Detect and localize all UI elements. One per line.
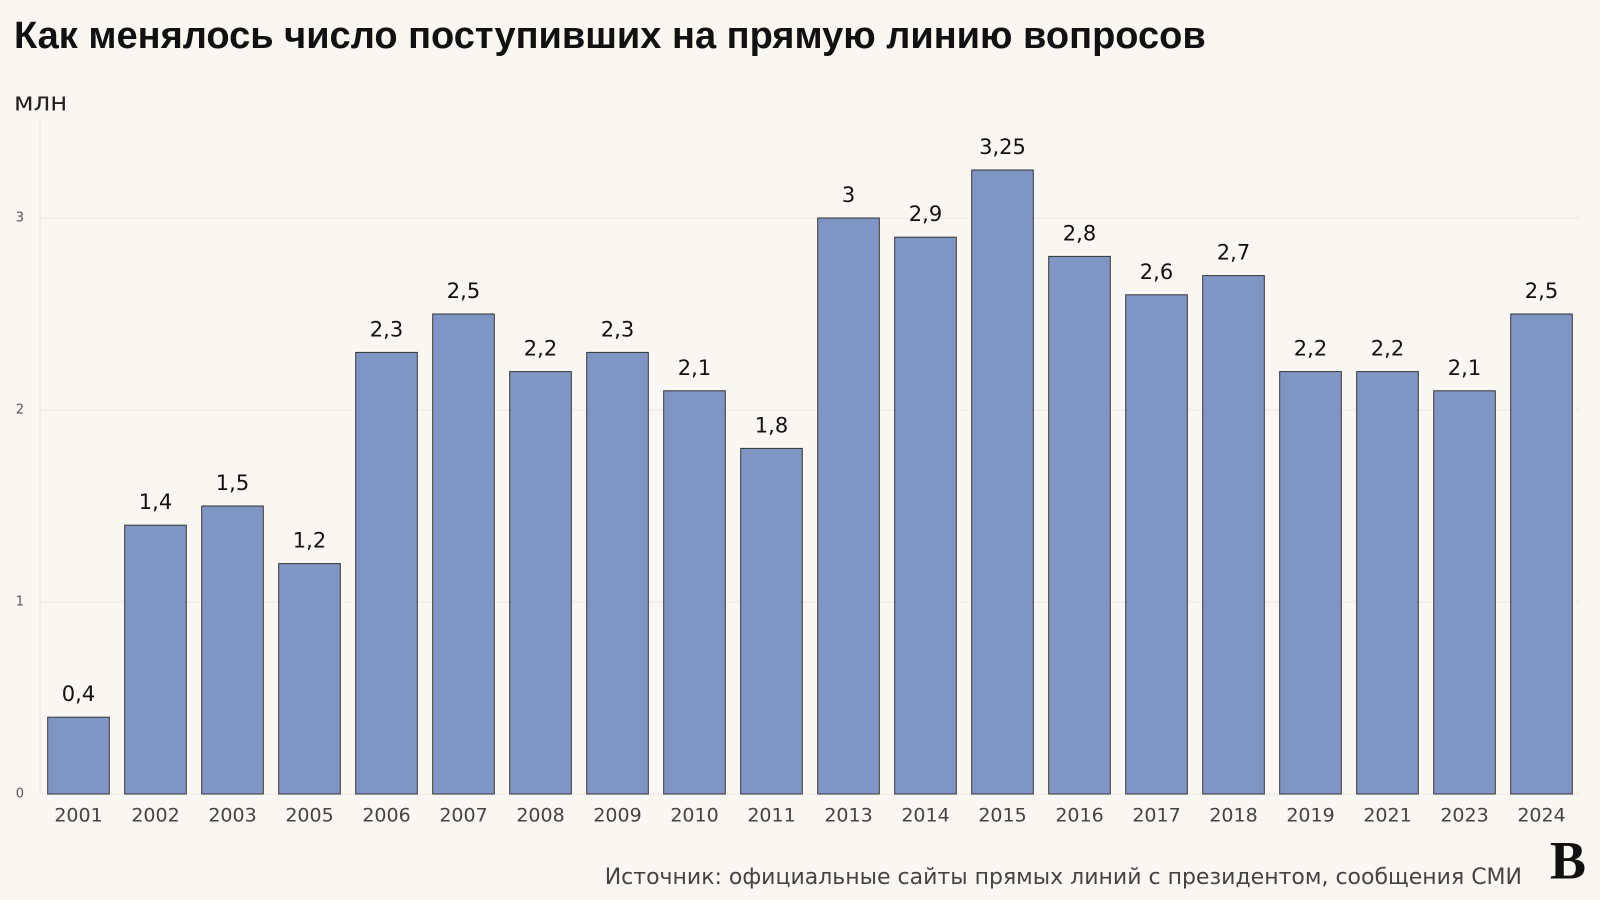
x-tick-label: 2002	[131, 805, 179, 827]
source: Источник: официальные сайты прямых линий…	[605, 865, 1522, 890]
value-label: 2,5	[447, 279, 480, 303]
x-tick-label: 2017	[1132, 805, 1180, 827]
bar	[663, 390, 726, 795]
x-tick-label: 2021	[1363, 805, 1411, 827]
bar	[817, 217, 880, 795]
logo: В	[1550, 830, 1586, 890]
y-tick-label: 1	[16, 595, 24, 610]
bar	[1125, 294, 1188, 795]
y-tick-label: 0	[16, 787, 24, 802]
value-label: 2,5	[1525, 279, 1558, 303]
bar	[201, 505, 264, 795]
value-label: 2,2	[524, 337, 557, 361]
value-label: 2,8	[1063, 221, 1096, 245]
bar	[1433, 390, 1496, 795]
bar	[432, 313, 495, 795]
x-tick-label: 2019	[1286, 805, 1334, 827]
bar	[509, 371, 572, 795]
x-tick-label: 2005	[285, 805, 333, 827]
bar	[894, 236, 957, 795]
x-tick-label: 2024	[1517, 805, 1565, 827]
bar	[124, 524, 187, 795]
value-label: 1,8	[755, 413, 788, 437]
bar	[47, 716, 110, 795]
x-tick-label: 2016	[1055, 805, 1103, 827]
x-tick-label: 2013	[824, 805, 872, 827]
value-label: 2,3	[370, 317, 403, 341]
x-tick-label: 2011	[747, 805, 795, 827]
value-label: 1,2	[293, 529, 326, 553]
x-tick-label: 2018	[1209, 805, 1257, 827]
value-label: 2,3	[601, 317, 634, 341]
x-tick-label: 2014	[901, 805, 949, 827]
value-label: 2,6	[1140, 260, 1173, 284]
x-tick-label: 2023	[1440, 805, 1488, 827]
value-label: 3	[842, 183, 855, 207]
bar	[355, 351, 418, 795]
y-tick-label: 2	[16, 403, 24, 418]
value-label: 1,4	[139, 490, 172, 514]
x-tick-label: 2015	[978, 805, 1026, 827]
value-label: 2,1	[678, 356, 711, 380]
value-label: 2,2	[1371, 337, 1404, 361]
x-tick-label: 2003	[208, 805, 256, 827]
bar	[740, 447, 803, 795]
value-label: 2,1	[1448, 356, 1481, 380]
x-tick-label: 2009	[593, 805, 641, 827]
value-label: 3,25	[979, 135, 1026, 159]
bar	[1202, 275, 1265, 795]
unit-label: млн	[14, 88, 67, 118]
chart-title: Как менялось число поступивших на прямую…	[14, 15, 1206, 57]
x-tick-label: 2008	[516, 805, 564, 827]
value-label: 2,9	[909, 202, 942, 226]
bar	[278, 563, 341, 795]
value-label: 2,2	[1294, 337, 1327, 361]
bar	[1510, 313, 1573, 795]
value-label: 0,4	[62, 682, 95, 706]
bar	[971, 169, 1034, 795]
bar	[1356, 371, 1419, 795]
x-tick-label: 2010	[670, 805, 718, 827]
x-tick-label: 2006	[362, 805, 410, 827]
bar	[1048, 255, 1111, 795]
x-tick-label: 2007	[439, 805, 487, 827]
y-tick-label: 3	[16, 211, 24, 226]
x-tick-label: 2001	[54, 805, 102, 827]
bar	[1279, 371, 1342, 795]
bar	[586, 351, 649, 795]
value-label: 2,7	[1217, 241, 1250, 265]
value-label: 1,5	[216, 471, 249, 495]
